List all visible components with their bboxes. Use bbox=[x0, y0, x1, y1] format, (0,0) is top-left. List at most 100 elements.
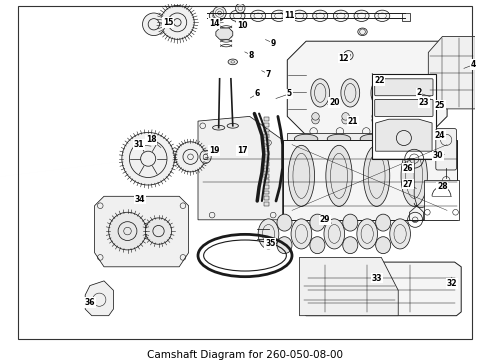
Circle shape bbox=[343, 51, 353, 60]
Ellipse shape bbox=[358, 28, 367, 36]
Text: 32: 32 bbox=[446, 279, 457, 288]
Ellipse shape bbox=[324, 219, 344, 249]
Ellipse shape bbox=[271, 10, 286, 22]
Circle shape bbox=[312, 116, 319, 124]
Ellipse shape bbox=[371, 79, 390, 107]
Text: 18: 18 bbox=[146, 135, 156, 144]
Circle shape bbox=[143, 13, 165, 36]
Text: 21: 21 bbox=[348, 117, 358, 126]
Ellipse shape bbox=[291, 219, 312, 249]
Ellipse shape bbox=[333, 10, 348, 22]
Polygon shape bbox=[85, 281, 113, 316]
Circle shape bbox=[122, 132, 174, 185]
Text: 24: 24 bbox=[434, 131, 445, 140]
Bar bbox=[264, 185, 270, 189]
Bar bbox=[402, 13, 410, 21]
Text: 29: 29 bbox=[319, 215, 330, 224]
Text: 30: 30 bbox=[433, 151, 443, 161]
Text: 9: 9 bbox=[270, 39, 276, 48]
Ellipse shape bbox=[375, 10, 390, 22]
Text: 15: 15 bbox=[163, 18, 173, 27]
Bar bbox=[264, 168, 270, 172]
Ellipse shape bbox=[292, 10, 307, 22]
Text: 20: 20 bbox=[329, 98, 340, 107]
Text: 22: 22 bbox=[374, 76, 385, 85]
Polygon shape bbox=[95, 196, 189, 267]
Bar bbox=[264, 134, 270, 138]
Circle shape bbox=[372, 113, 379, 120]
Ellipse shape bbox=[230, 10, 245, 22]
Text: 31: 31 bbox=[134, 140, 144, 149]
FancyBboxPatch shape bbox=[423, 180, 459, 220]
Bar bbox=[264, 117, 270, 121]
Ellipse shape bbox=[341, 79, 360, 107]
Ellipse shape bbox=[277, 237, 292, 254]
Text: 6: 6 bbox=[255, 89, 260, 98]
Bar bbox=[287, 133, 452, 145]
Bar bbox=[264, 157, 270, 161]
Ellipse shape bbox=[227, 123, 239, 128]
Ellipse shape bbox=[277, 214, 292, 231]
Ellipse shape bbox=[401, 145, 427, 206]
Ellipse shape bbox=[364, 145, 390, 206]
Ellipse shape bbox=[310, 237, 325, 254]
Bar bbox=[264, 196, 270, 200]
Circle shape bbox=[402, 116, 410, 124]
Ellipse shape bbox=[390, 219, 411, 249]
Text: 19: 19 bbox=[209, 146, 219, 155]
Ellipse shape bbox=[288, 145, 315, 206]
Circle shape bbox=[213, 6, 226, 19]
Ellipse shape bbox=[376, 237, 391, 254]
Text: 23: 23 bbox=[418, 98, 429, 107]
Ellipse shape bbox=[393, 134, 416, 144]
Bar bbox=[264, 145, 270, 149]
Bar bbox=[264, 162, 270, 166]
FancyBboxPatch shape bbox=[436, 129, 457, 170]
Ellipse shape bbox=[200, 150, 211, 163]
Text: 25: 25 bbox=[435, 100, 445, 109]
Polygon shape bbox=[299, 257, 398, 316]
Ellipse shape bbox=[376, 214, 391, 231]
Circle shape bbox=[342, 113, 349, 120]
Bar bbox=[264, 151, 270, 155]
FancyBboxPatch shape bbox=[375, 79, 433, 96]
Ellipse shape bbox=[326, 145, 352, 206]
Text: 14: 14 bbox=[209, 19, 219, 28]
Text: 33: 33 bbox=[371, 274, 382, 283]
Circle shape bbox=[146, 218, 172, 244]
Text: 12: 12 bbox=[339, 54, 349, 63]
Ellipse shape bbox=[360, 134, 384, 144]
Text: 10: 10 bbox=[237, 21, 247, 30]
Ellipse shape bbox=[310, 214, 325, 231]
Ellipse shape bbox=[327, 134, 351, 144]
Bar bbox=[264, 129, 270, 132]
Polygon shape bbox=[428, 36, 475, 109]
Bar bbox=[372, 74, 436, 159]
Ellipse shape bbox=[343, 214, 358, 231]
Circle shape bbox=[312, 113, 319, 120]
Circle shape bbox=[160, 5, 194, 39]
Circle shape bbox=[342, 116, 349, 124]
Polygon shape bbox=[198, 116, 283, 220]
Text: 26: 26 bbox=[402, 163, 413, 172]
Ellipse shape bbox=[294, 134, 318, 144]
Ellipse shape bbox=[401, 79, 420, 107]
Text: 8: 8 bbox=[249, 51, 254, 60]
Ellipse shape bbox=[209, 10, 224, 22]
Ellipse shape bbox=[357, 219, 377, 249]
Text: 34: 34 bbox=[134, 195, 145, 204]
Text: 11: 11 bbox=[284, 11, 294, 20]
Text: 17: 17 bbox=[237, 146, 247, 155]
Ellipse shape bbox=[258, 219, 279, 249]
Ellipse shape bbox=[213, 125, 225, 130]
Text: 36: 36 bbox=[85, 298, 95, 307]
Text: 5: 5 bbox=[287, 89, 292, 98]
Bar bbox=[264, 174, 270, 177]
Polygon shape bbox=[216, 28, 233, 39]
Text: 27: 27 bbox=[402, 180, 413, 189]
Text: 2: 2 bbox=[416, 89, 421, 98]
Circle shape bbox=[109, 212, 147, 250]
Circle shape bbox=[372, 116, 379, 124]
Text: 35: 35 bbox=[265, 239, 275, 248]
Bar bbox=[264, 140, 270, 144]
